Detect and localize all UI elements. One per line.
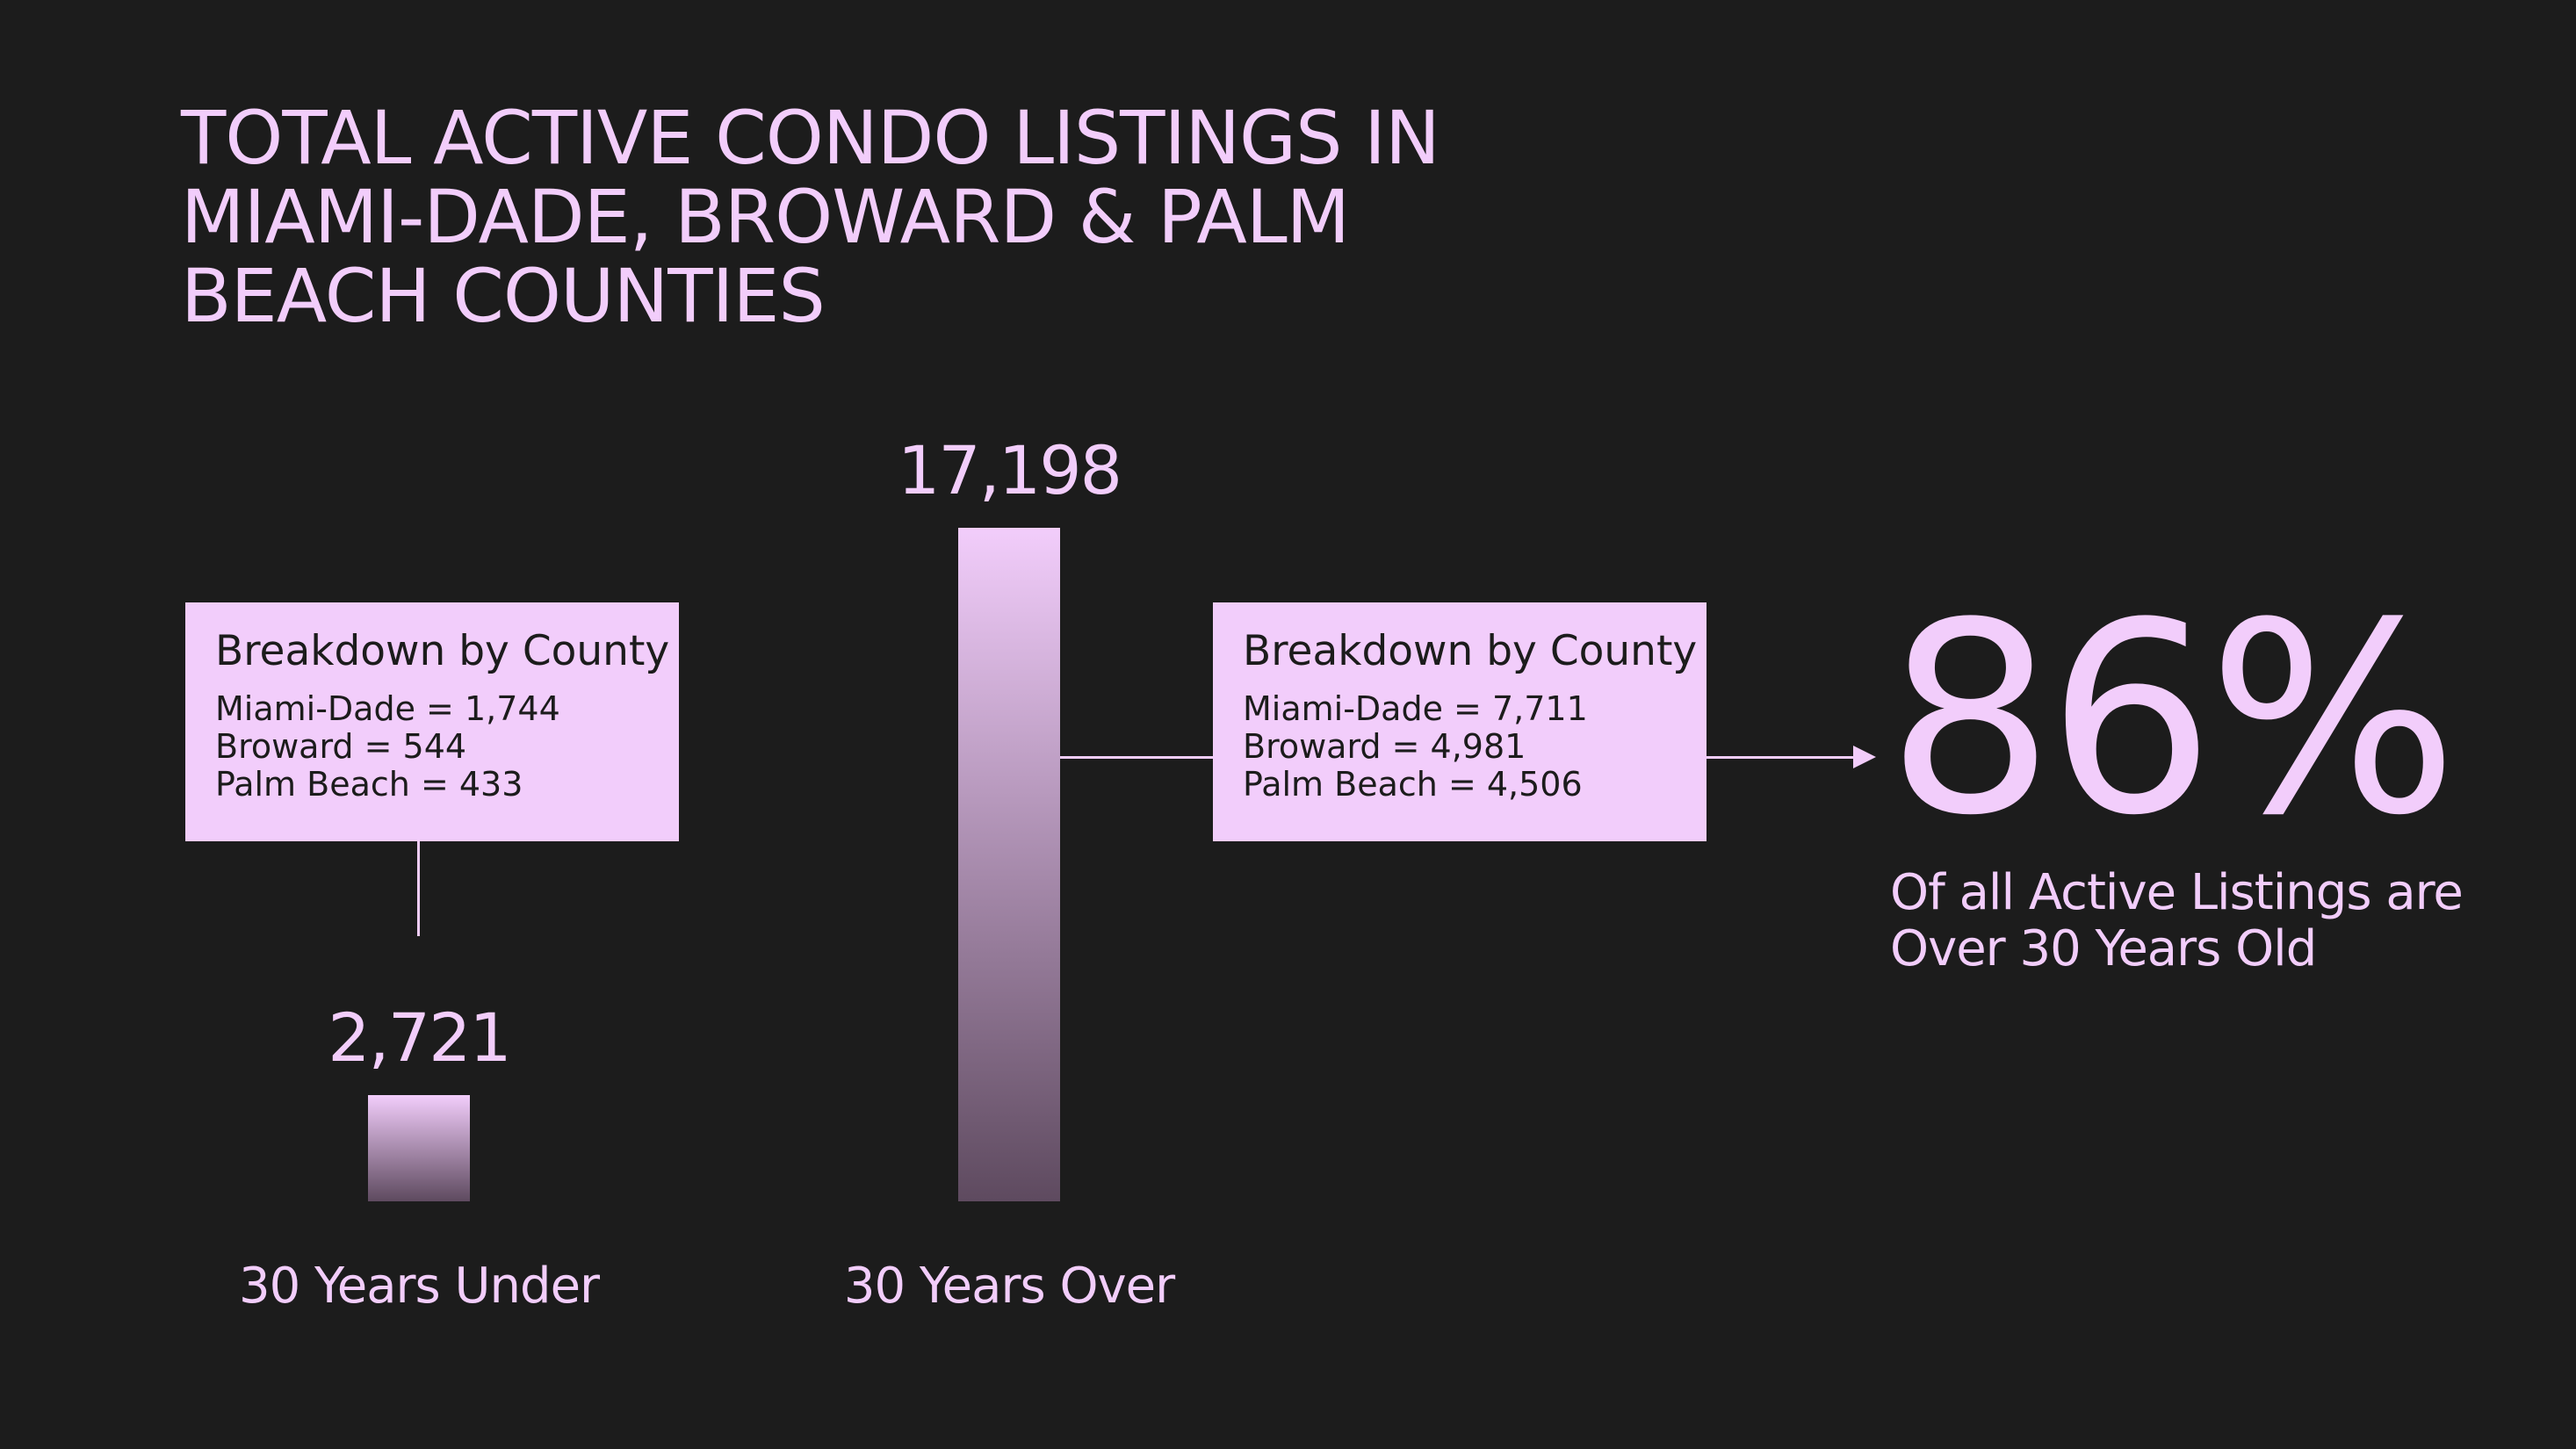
title-line-2: MIAMI-DADE, BROWARD & PALM bbox=[181, 174, 1350, 260]
title-line-1: TOTAL ACTIVE CONDO LISTINGS IN bbox=[181, 95, 1440, 181]
highlight-percent: 86% bbox=[1887, 566, 2458, 873]
caption-line-2: Over 30 Years Old bbox=[1890, 920, 2317, 977]
bar-30-years-over bbox=[958, 528, 1060, 1201]
breakdown-broward: Broward = 544 bbox=[215, 727, 467, 766]
breakdown-box-under: Breakdown by County Miami-Dade = 1,744 B… bbox=[185, 602, 679, 841]
breakdown-palm-beach: Palm Beach = 433 bbox=[215, 765, 523, 804]
caption-line-1: Of all Active Listings are bbox=[1890, 864, 2464, 921]
breakdown-box-over: Breakdown by County Miami-Dade = 7,711 B… bbox=[1213, 602, 1707, 841]
title-line-3: BEACH COUNTIES bbox=[181, 253, 826, 339]
highlight-caption: Of all Active Listings are Over 30 Years… bbox=[1890, 865, 2558, 977]
breakdown-title: Breakdown by County bbox=[215, 627, 670, 675]
breakdown-palm-beach: Palm Beach = 4,506 bbox=[1243, 765, 1583, 804]
breakdown-title: Breakdown by County bbox=[1243, 627, 1698, 675]
connector-line-over bbox=[1060, 756, 1213, 759]
data-label-30-years-over: 17,198 bbox=[898, 431, 1122, 509]
chart-title: TOTAL ACTIVE CONDO LISTINGS IN MIAMI-DAD… bbox=[181, 98, 1586, 335]
connector-line-under bbox=[417, 841, 420, 936]
category-label-30-years-under: 30 Years Under bbox=[238, 1258, 600, 1315]
bar-30-years-under bbox=[368, 1094, 470, 1201]
breakdown-miami-dade: Miami-Dade = 7,711 bbox=[1243, 689, 1588, 728]
breakdown-broward: Broward = 4,981 bbox=[1243, 727, 1526, 766]
breakdown-miami-dade: Miami-Dade = 1,744 bbox=[215, 689, 560, 728]
arrow-head-icon bbox=[1853, 746, 1876, 768]
data-label-30-years-under: 2,721 bbox=[328, 998, 512, 1077]
arrow-line bbox=[1707, 756, 1856, 759]
category-label-30-years-over: 30 Years Over bbox=[843, 1258, 1175, 1315]
